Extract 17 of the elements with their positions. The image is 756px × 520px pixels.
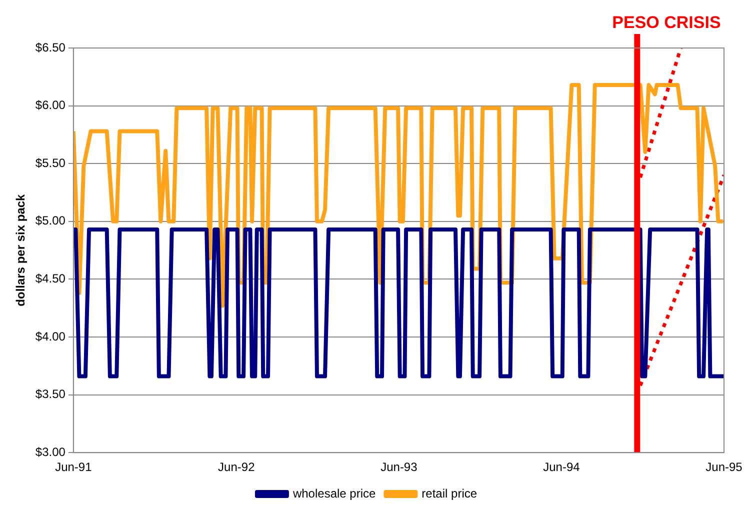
x-tick-label: Jun-94 <box>543 460 580 474</box>
ref-line-label: PESO CRISIS <box>612 13 721 32</box>
x-tick-label: Jun-92 <box>218 460 256 474</box>
y-tick-label: $3.00 <box>35 444 66 459</box>
legend-label: retail price <box>422 486 478 500</box>
y-tick-label: $6.00 <box>35 98 66 112</box>
y-tick-label: $6.50 <box>35 40 66 54</box>
legend-label: wholesale price <box>292 486 376 500</box>
x-tick-label: Jun-93 <box>380 460 418 474</box>
x-tick-label: Jun-91 <box>55 460 92 474</box>
y-tick-label: $5.00 <box>35 214 66 228</box>
y-tick-label: $3.50 <box>35 387 66 402</box>
y-axis-title: dollars per six pack <box>14 194 28 306</box>
y-tick-label: $5.50 <box>35 156 66 170</box>
x-tick-label: Jun-95 <box>706 460 743 474</box>
y-tick-label: $4.50 <box>35 272 66 286</box>
y-tick-label: $4.00 <box>35 329 66 344</box>
